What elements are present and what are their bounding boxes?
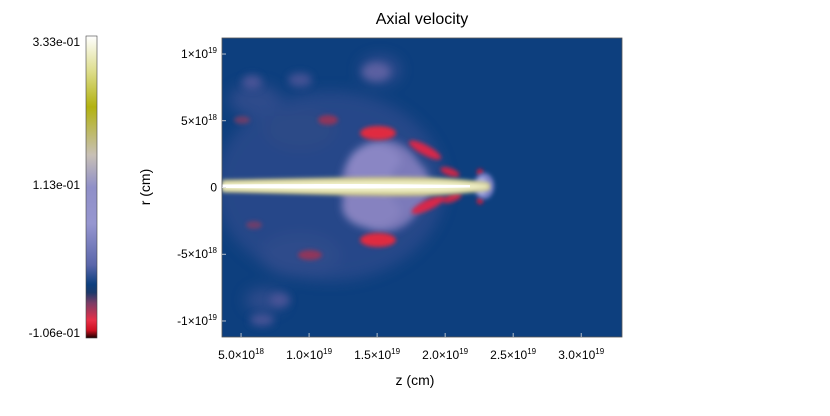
y-tick-label: 5×1018 [181,113,217,128]
y-tick-label: -5×1018 [177,246,217,261]
x-tick-label: 2.0×1019 [422,347,468,362]
colorbar-border [85,35,98,339]
x-axis-label: z (cm) [396,372,435,388]
y-tick-label: 0 [210,181,217,195]
x-tick-label: 3.0×1019 [558,347,604,362]
colorbar-mid-label: 1.13e-01 [33,178,81,192]
x-tick-label: 1.5×1019 [354,347,400,362]
y-axis-ticks: 1×1019 5×1018 0 -5×1018 -1×1019 [177,46,226,328]
colorbar: 3.33e-01 1.13e-01 -1.06e-01 [29,35,98,340]
y-tick-label: 1×1019 [181,46,217,61]
colorbar-gradient [86,36,97,338]
purple-patches [242,63,390,326]
x-tick-label: 5.0×1018 [218,347,264,362]
x-tick-label: 2.5×1019 [490,347,536,362]
red-bands [234,115,483,260]
x-axis-ticks: 5.0×1018 1.0×1019 1.5×1019 2.0×1019 2.5×1019… [218,333,605,362]
chart-title: Axial velocity [376,11,468,28]
x-tick-label: 1.0×1019 [286,347,332,362]
heatmap-field [222,38,622,337]
colorbar-max-label: 3.33e-01 [33,35,81,49]
y-tick-label: -1×1019 [177,313,217,328]
jet-beam [222,177,490,196]
y-axis-label: r (cm) [137,169,153,206]
colorbar-min-label: -1.06e-01 [29,326,81,340]
